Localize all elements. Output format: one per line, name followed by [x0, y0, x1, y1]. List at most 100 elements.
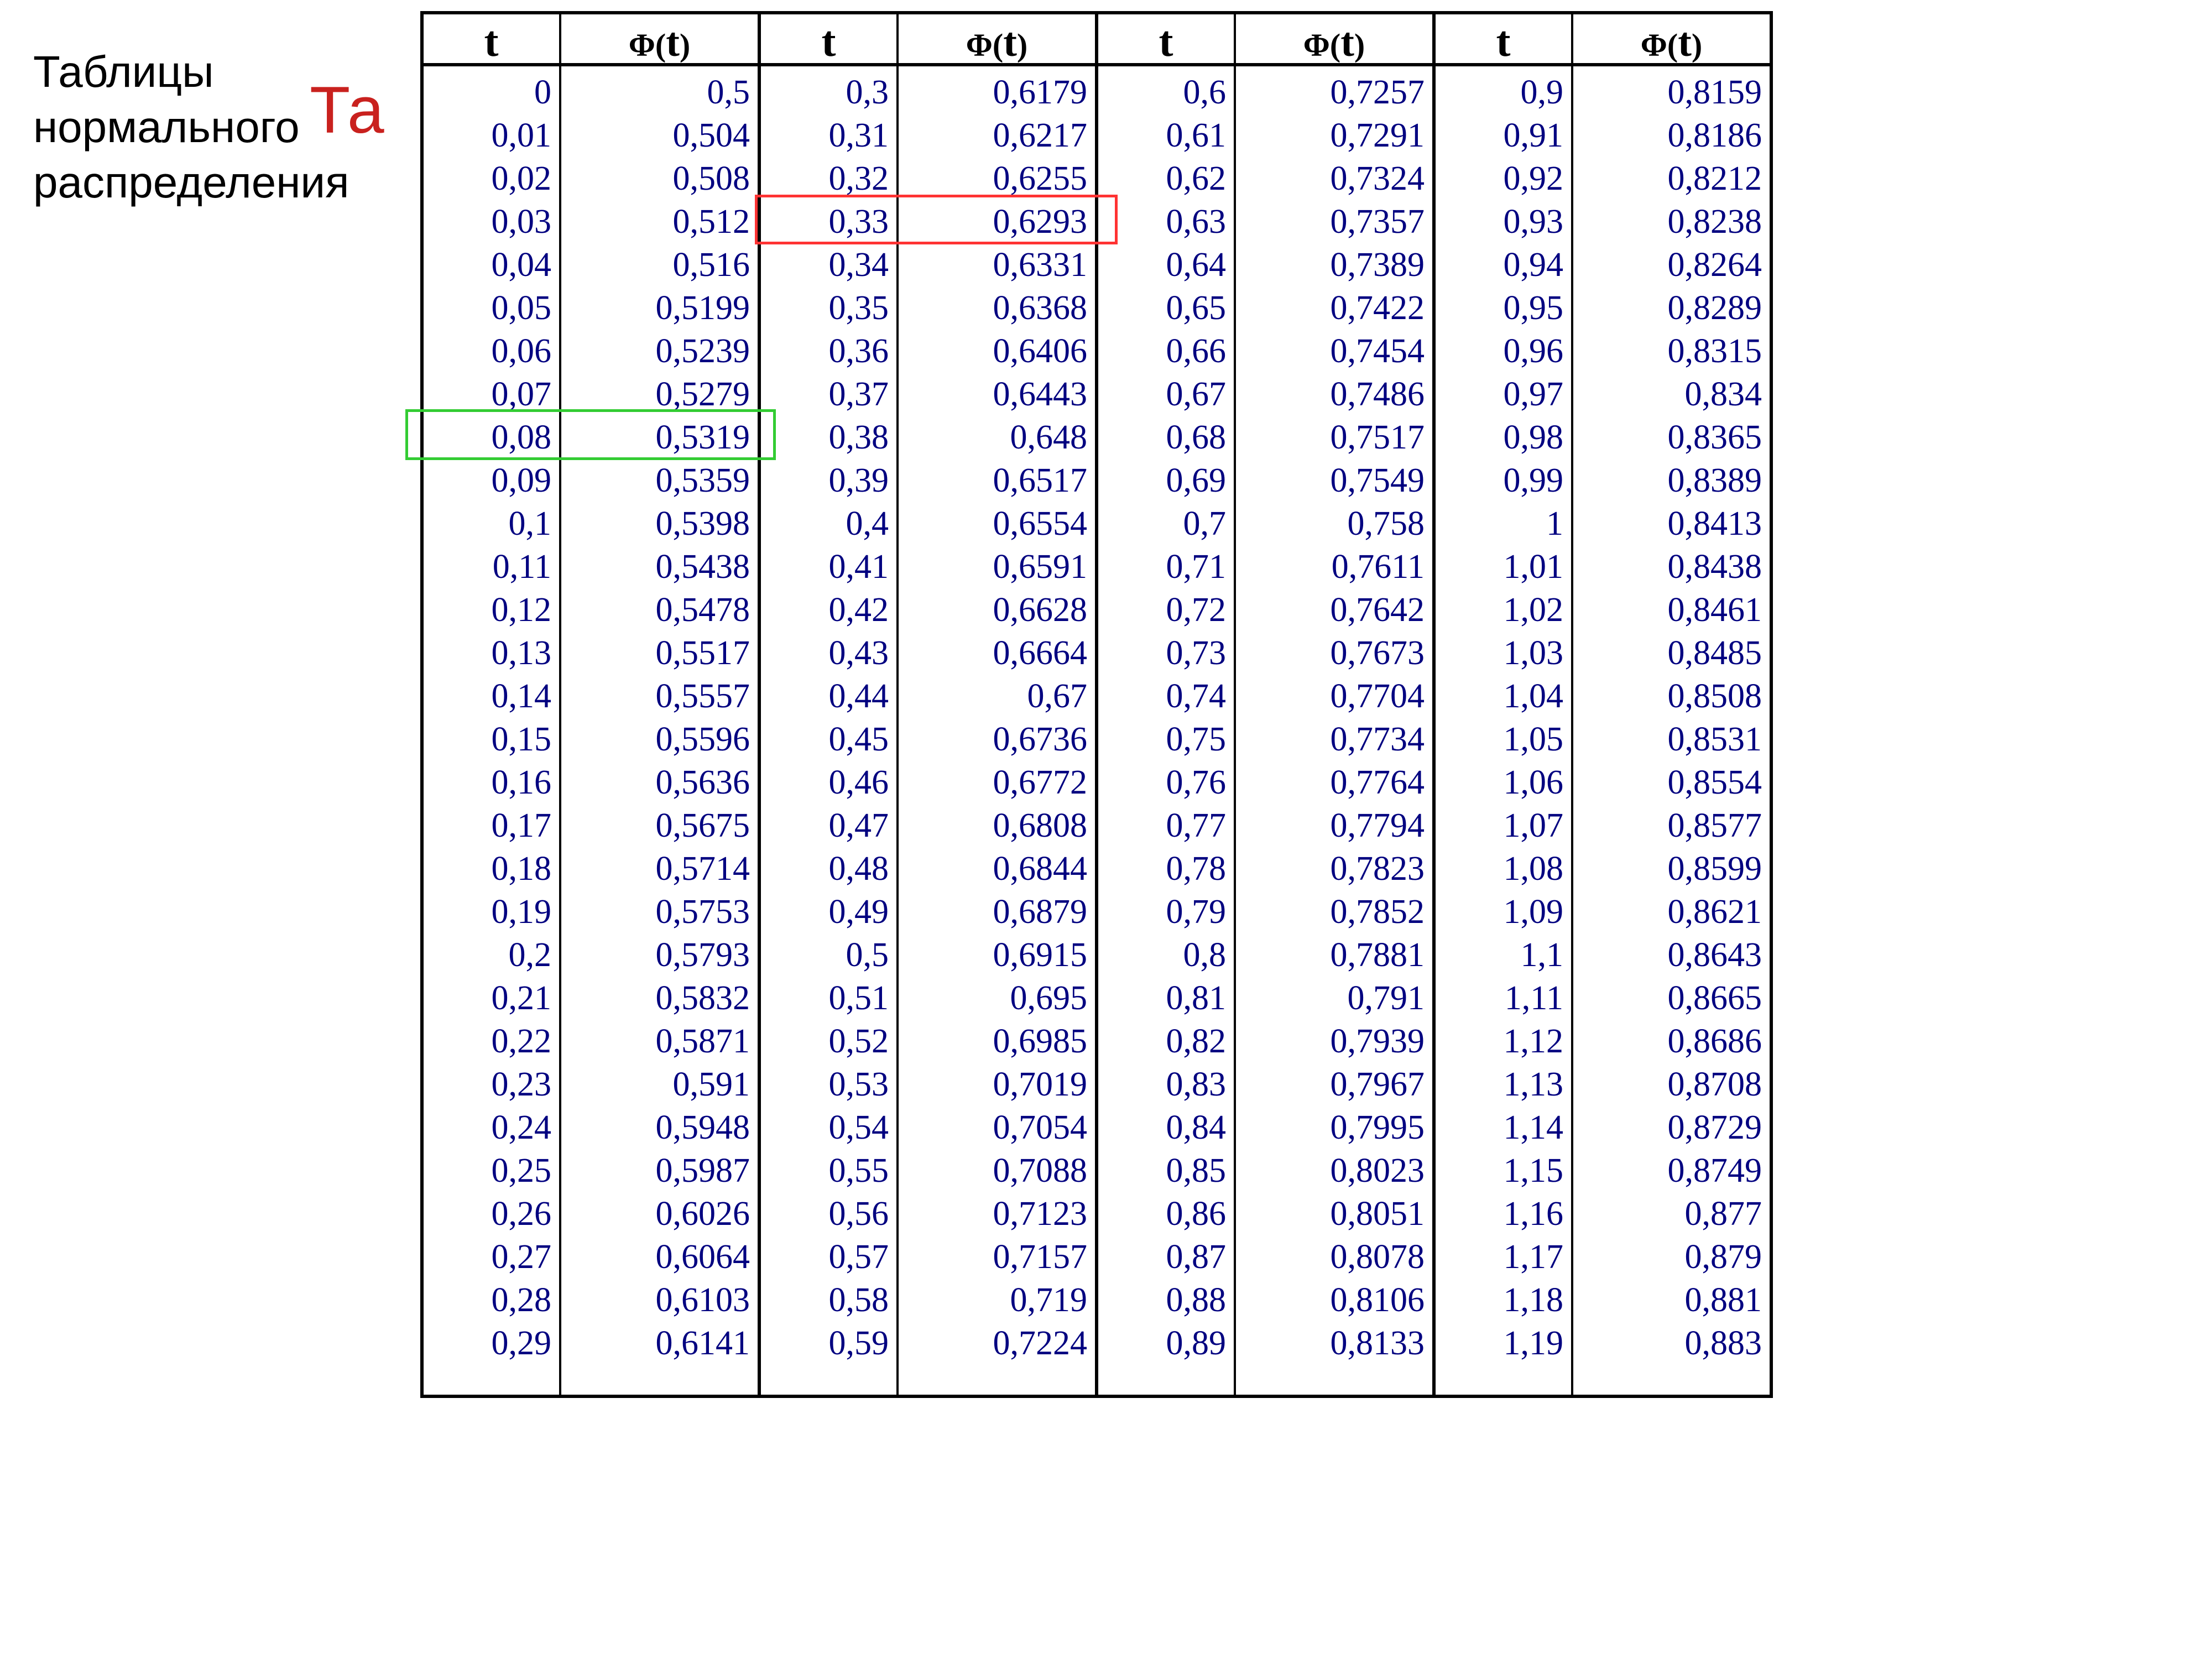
- table-cell: 0,36: [759, 325, 898, 368]
- table-cell: 0,18: [422, 843, 560, 886]
- col-header-t: t: [1434, 13, 1572, 65]
- table-cell: 1,18: [1434, 1274, 1572, 1317]
- col-header-t: t: [422, 13, 560, 65]
- table-cell: 0,695: [898, 972, 1097, 1015]
- table-cell: 0,8749: [1572, 1145, 1771, 1188]
- table-cell: 0,5398: [560, 498, 759, 541]
- table-cell: 0,65: [1097, 282, 1235, 325]
- table-row-blank: [422, 1360, 1771, 1396]
- table-cell: 0,67: [1097, 368, 1235, 411]
- table-cell: 0,879: [1572, 1231, 1771, 1274]
- table-cell: 0,5832: [560, 972, 759, 1015]
- table-cell: 0,2: [422, 929, 560, 972]
- table-cell: 0,03: [422, 196, 560, 239]
- table-cell: 0,64: [1097, 239, 1235, 282]
- table-cell: 0,7794: [1235, 800, 1434, 843]
- col-header-phi: Φ(t): [1235, 13, 1434, 65]
- table-cell: 0,5517: [560, 627, 759, 670]
- table-cell: 0,92: [1434, 153, 1572, 196]
- table-cell: 0,7054: [898, 1102, 1097, 1145]
- table-cell: 0,8365: [1572, 411, 1771, 455]
- table-cell: 0,8106: [1235, 1274, 1434, 1317]
- table-cell: 0,7704: [1235, 670, 1434, 713]
- table-cell: 1,07: [1434, 800, 1572, 843]
- table-cell: 0,6103: [560, 1274, 759, 1317]
- table-cell: 0,881: [1572, 1274, 1771, 1317]
- table-cell: 0,6664: [898, 627, 1097, 670]
- table-cell: 0,49: [759, 886, 898, 929]
- col-header-phi: Φ(t): [1572, 13, 1771, 65]
- table-cell: 0,26: [422, 1188, 560, 1231]
- table-cell: 0,7611: [1235, 541, 1434, 584]
- table-cell: 1,16: [1434, 1188, 1572, 1231]
- table-cell: 0,66: [1097, 325, 1235, 368]
- table-cell: 0,95: [1434, 282, 1572, 325]
- table-cell: 0,6517: [898, 455, 1097, 498]
- table-cell: 0,29: [422, 1317, 560, 1360]
- table-cell: 0,22: [422, 1015, 560, 1058]
- table-cell: 0,21: [422, 972, 560, 1015]
- table-cell: 0,7257: [1235, 65, 1434, 109]
- table-cell: 0,7734: [1235, 713, 1434, 757]
- table-cell: 0,758: [1235, 498, 1434, 541]
- table-cell: 0,3: [759, 65, 898, 109]
- table-cell: 0,75: [1097, 713, 1235, 757]
- table-cell: 0,7823: [1235, 843, 1434, 886]
- table-cell: 0,7764: [1235, 757, 1434, 800]
- table-row: 0,230,5910,530,70190,830,79671,130,8708: [422, 1058, 1771, 1102]
- table-cell: [560, 1360, 759, 1396]
- table-cell: 0,7389: [1235, 239, 1434, 282]
- table-cell: 0,08: [422, 411, 560, 455]
- table-cell: 0,28: [422, 1274, 560, 1317]
- table-cell: 0,648: [898, 411, 1097, 455]
- col-header-t: t: [1097, 13, 1235, 65]
- table-row: 0,130,55170,430,66640,730,76731,030,8485: [422, 627, 1771, 670]
- table-cell: 0,33: [759, 196, 898, 239]
- table-cell: 1,02: [1434, 584, 1572, 627]
- table-cell: 0,5987: [560, 1145, 759, 1188]
- table-row: 0,050,51990,350,63680,650,74220,950,8289: [422, 282, 1771, 325]
- table-cell: 0,15: [422, 713, 560, 757]
- table-cell: 0,02: [422, 153, 560, 196]
- table-cell: 0,55: [759, 1145, 898, 1188]
- table-cell: 0,88: [1097, 1274, 1235, 1317]
- table-cell: 0,05: [422, 282, 560, 325]
- table-row: 0,260,60260,560,71230,860,80511,160,877: [422, 1188, 1771, 1231]
- table-cell: 0,13: [422, 627, 560, 670]
- table-cell: 0,78: [1097, 843, 1235, 886]
- table-cell: [422, 1360, 560, 1396]
- table-row: 0,070,52790,370,64430,670,74860,970,834: [422, 368, 1771, 411]
- table-cell: [759, 1360, 898, 1396]
- table-cell: 0,516: [560, 239, 759, 282]
- table-cell: 0,8729: [1572, 1102, 1771, 1145]
- table-cell: [1097, 1360, 1235, 1396]
- table-cell: 0,7642: [1235, 584, 1434, 627]
- table-cell: 0,5478: [560, 584, 759, 627]
- table-cell: 0,96: [1434, 325, 1572, 368]
- table-cell: 1,14: [1434, 1102, 1572, 1145]
- table-cell: 0,83: [1097, 1058, 1235, 1102]
- table-cell: 0,8264: [1572, 239, 1771, 282]
- table-row: 0,240,59480,540,70540,840,79951,140,8729: [422, 1102, 1771, 1145]
- table-cell: 1,06: [1434, 757, 1572, 800]
- table-cell: 0,6985: [898, 1015, 1097, 1058]
- table-row: 0,160,56360,460,67720,760,77641,060,8554: [422, 757, 1771, 800]
- table-cell: 0,508: [560, 153, 759, 196]
- table-cell: 0,8461: [1572, 584, 1771, 627]
- table-cell: 0,4: [759, 498, 898, 541]
- table-cell: 0,8708: [1572, 1058, 1771, 1102]
- table-cell: 0,39: [759, 455, 898, 498]
- table-cell: 1,17: [1434, 1231, 1572, 1274]
- table-cell: 0,8485: [1572, 627, 1771, 670]
- table-cell: 0,5279: [560, 368, 759, 411]
- table-cell: 0,5199: [560, 282, 759, 325]
- table-cell: 0,8315: [1572, 325, 1771, 368]
- table-row: 00,50,30,61790,60,72570,90,8159: [422, 65, 1771, 109]
- table-cell: 0,44: [759, 670, 898, 713]
- truncated-red-heading: Та: [310, 72, 420, 155]
- table-cell: [1572, 1360, 1771, 1396]
- table-cell: 0,37: [759, 368, 898, 411]
- table-cell: 0,8413: [1572, 498, 1771, 541]
- table-cell: 0,6915: [898, 929, 1097, 972]
- table-row: 0,010,5040,310,62170,610,72910,910,8186: [422, 109, 1771, 153]
